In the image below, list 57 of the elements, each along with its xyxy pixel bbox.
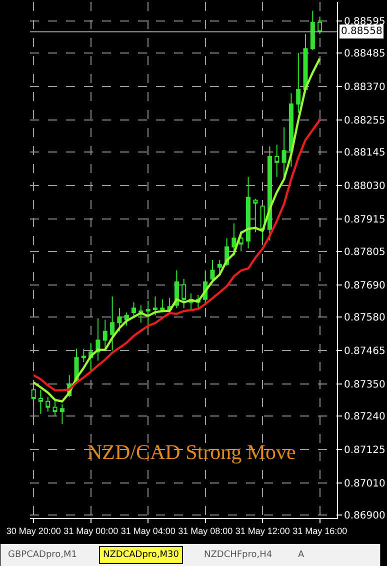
y-tick-label: 0.87465 — [344, 346, 386, 357]
candlestick — [132, 302, 136, 316]
text: GBPCADpro,M1 — [8, 550, 78, 560]
candlestick — [160, 298, 165, 313]
candlestick — [102, 319, 108, 351]
y-tick-label: 0.87805 — [344, 246, 386, 258]
text: NZDCADpro,M30 — [103, 550, 180, 560]
candlestick — [310, 10, 315, 51]
candlestick — [146, 300, 150, 330]
annotation: NZD/CAD Strong Move — [87, 440, 296, 464]
y-tick-label: 0.88485 — [344, 48, 386, 60]
y-tick-label: 0.88145 — [344, 148, 386, 159]
y-tick-label: 0.87010 — [344, 478, 386, 490]
x-tick-label: 31 May 00:00 — [64, 526, 118, 536]
line-series — [32, 57, 321, 402]
x-tick-label: 31 May 08:00 — [178, 526, 233, 536]
candlestick — [60, 404, 64, 425]
ref-line-label: 0.88558 — [341, 26, 382, 37]
x-tick-label: 31 May 12:00 — [235, 526, 290, 536]
candlestick — [282, 126, 286, 178]
y-tick-label: 0.87915 — [344, 214, 386, 226]
candlestick — [288, 92, 294, 168]
y-tick-label: 0.88595 — [344, 16, 386, 28]
candlestick — [38, 389, 43, 414]
candlestick — [52, 399, 58, 416]
candlestick — [296, 52, 301, 114]
text: A — [298, 550, 305, 560]
y-tick-label: 0.88370 — [344, 82, 386, 94]
y-tick-label: 0.88030 — [344, 181, 386, 192]
candlestick — [318, 16, 322, 35]
y-tick-label: 0.87580 — [344, 312, 386, 324]
line-series — [32, 118, 321, 392]
y-tick-label: 0.87350 — [344, 379, 386, 390]
y-tick-label: 0.87690 — [344, 280, 386, 292]
y-tick-label: 0.87240 — [344, 411, 386, 422]
candlestick — [110, 296, 115, 351]
candlestick — [152, 296, 158, 316]
x-tick-label: 31 May 16:00 — [292, 526, 348, 536]
x-tick-label: 30 May 20:00 — [6, 526, 61, 536]
candlestick — [117, 308, 122, 332]
candlestick — [210, 260, 215, 284]
candlestick — [217, 260, 222, 276]
x-tick-label: 31 May 04:00 — [120, 526, 176, 536]
candlestick — [31, 384, 36, 418]
text: NZDCHFpro,H4 — [204, 550, 272, 560]
candlestick — [274, 144, 280, 178]
candlestick — [246, 176, 251, 249]
candlestick — [46, 396, 50, 412]
y-tick-label: 0.86900 — [344, 510, 386, 522]
candlestick — [267, 146, 272, 241]
candlestick — [253, 198, 258, 233]
y-tick-label: 0.88255 — [344, 116, 386, 127]
candlestick — [232, 223, 236, 256]
candlestick — [182, 278, 186, 309]
y-tick-label: 0.87125 — [344, 444, 386, 456]
candlestick — [81, 348, 86, 363]
candlestick — [238, 230, 244, 252]
